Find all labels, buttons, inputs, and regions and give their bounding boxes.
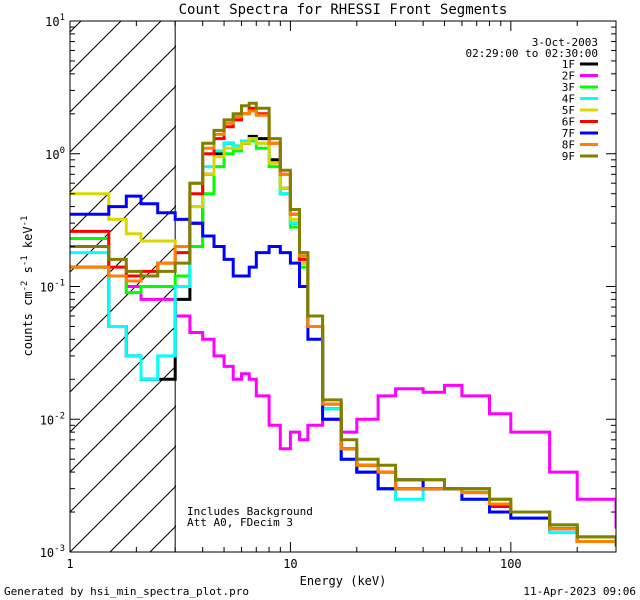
footer-generated-by: Generated by hsi_min_spectra_plot.pro: [4, 585, 249, 598]
y-tick-exponent: 1: [60, 13, 65, 23]
legend-label-1f: 1F: [562, 58, 575, 71]
y-tick-exponent: -2: [54, 411, 65, 421]
x-tick-label: 10: [283, 557, 297, 571]
hatch-line: [0, 0, 110, 552]
y-tick-exponent: -1: [54, 279, 65, 289]
legend-label-9f: 9F: [562, 150, 575, 163]
legend-label-8f: 8F: [562, 139, 575, 152]
y-tick-label: 101: [45, 13, 65, 29]
series-line-9f: [70, 101, 616, 547]
note-background: Includes Background: [187, 505, 313, 518]
y-tick-label: 10-3: [40, 544, 65, 560]
y-tick-base: 10: [45, 15, 59, 29]
series-line-7f: [70, 194, 616, 547]
series-line-1f: [70, 134, 616, 547]
series-line-2f: [70, 245, 616, 529]
hatch-line: [70, 21, 122, 73]
observation-time-range: 02:29:00 to 02:30:00: [466, 47, 598, 60]
y-tick-base: 10: [40, 546, 54, 560]
hatch-line: [70, 405, 176, 513]
footer-timestamp: 11-Apr-2023 09:06: [523, 585, 636, 598]
y-axis-label-part-3: keV: [21, 226, 35, 255]
legend-label-4f: 4F: [562, 93, 575, 106]
series-line-4f: [70, 137, 616, 547]
y-tick-exponent: 0: [60, 146, 65, 156]
series-line-6f: [70, 106, 616, 547]
series-line-8f: [70, 109, 616, 547]
y-axis-label-exp-3: -1: [20, 216, 30, 227]
x-axis-label: Energy (keV): [300, 574, 387, 588]
y-tick-exponent: -3: [54, 544, 65, 554]
hatch-line: [70, 45, 176, 153]
hatch-line: [70, 205, 176, 313]
hatch-line: [70, 245, 176, 353]
y-axis-label: counts cm-2 s-1 keV-1: [20, 216, 35, 357]
excluded-energy-hatch: [0, 0, 640, 552]
x-tick-label: 1: [66, 557, 73, 571]
y-tick-label: 10-1: [40, 279, 65, 295]
note-attenuator: Att A0, FDecim 3: [187, 516, 293, 529]
legend-label-3f: 3F: [562, 81, 575, 94]
x-tick-label: 100: [500, 557, 522, 571]
legend-label-2f: 2F: [562, 70, 575, 83]
hatch-line: [70, 445, 176, 552]
series-line-3f: [70, 139, 616, 547]
hatch-line: [0, 0, 70, 552]
hatch-line: [70, 165, 176, 273]
y-axis-label-part-1: counts cm: [21, 291, 35, 356]
y-tick-base: 10: [40, 281, 54, 295]
hatch-line: [70, 21, 162, 113]
hatch-line: [70, 365, 176, 473]
y-tick-label: 100: [45, 146, 65, 162]
y-axis-label-exp-1: -2: [20, 281, 30, 292]
observation-date: 3-Oct-2003: [532, 36, 598, 49]
y-axis-label-part-2: s: [21, 266, 35, 280]
y-tick-base: 10: [40, 413, 54, 427]
chart-title: Count Spectra for RHESSI Front Segments: [179, 2, 508, 18]
series-line-5f: [70, 137, 616, 547]
hatch-line: [70, 325, 176, 433]
series-layer: [70, 101, 616, 547]
legend-label-6f: 6F: [562, 116, 575, 129]
legend-label-5f: 5F: [562, 104, 575, 117]
legend-label-7f: 7F: [562, 127, 575, 140]
y-tick-label: 10-2: [40, 411, 65, 427]
y-axis-label-exp-2: -1: [20, 255, 30, 266]
y-tick-base: 10: [45, 148, 59, 162]
hatch-line: [230, 0, 640, 552]
hatch-line: [70, 285, 176, 393]
